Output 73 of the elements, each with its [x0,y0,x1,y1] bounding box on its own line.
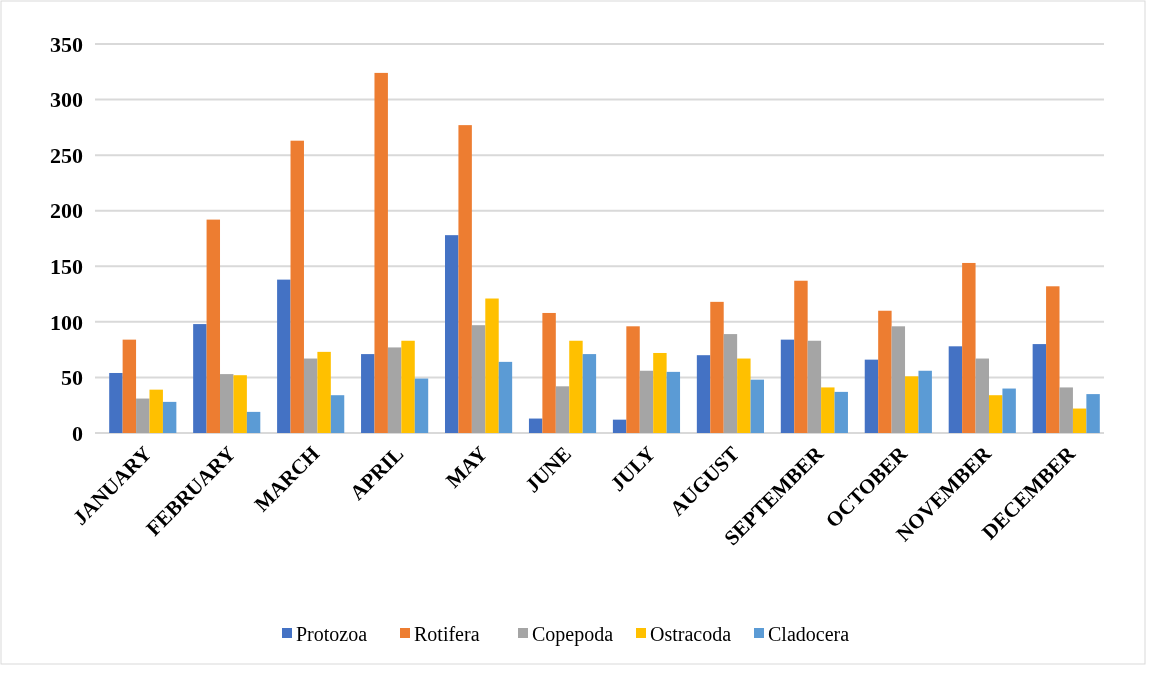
bar [149,389,163,433]
bar [807,340,822,433]
bar [834,391,848,433]
y-tick-label: 250 [50,142,83,168]
bar [555,386,570,433]
bar [1072,408,1087,433]
bar [1002,388,1016,433]
bar [445,235,459,433]
bar [988,395,1003,433]
bar [528,418,543,433]
bar [1032,344,1047,433]
bar [458,125,472,433]
bar [639,370,654,433]
bar [220,374,234,433]
bar [948,346,963,433]
bar [1059,387,1073,433]
bar [653,352,667,433]
y-tick-label: 300 [50,87,83,113]
bar [891,326,906,433]
bar [696,355,711,433]
bar [612,419,627,433]
bar [122,339,137,433]
y-tick-label: 50 [61,365,83,391]
bar [485,298,499,433]
bar [193,324,207,433]
bar [317,351,331,433]
legend-label: Protozoa [296,623,368,645]
bar [498,361,513,433]
bar [626,326,640,433]
legend-label: Copepoda [532,623,614,646]
bar [206,219,221,433]
bar [374,72,388,433]
bar [821,387,835,433]
legend-label: Rotifera [414,623,480,645]
bar [401,340,415,433]
bar [780,339,795,433]
bar [233,375,247,433]
bar [569,340,583,433]
y-tick-label: 0 [72,420,83,446]
bar [750,379,764,433]
bar [136,398,150,433]
bar [330,395,345,433]
bar [414,378,429,433]
bar [710,301,724,433]
bar [582,354,597,433]
legend-label: Cladocera [768,623,850,645]
bar [361,354,375,433]
bar [1046,286,1060,433]
bar [723,334,738,433]
bar [246,411,261,433]
bar [666,371,681,433]
bar [864,359,879,433]
bar [878,310,892,433]
bar [162,401,177,433]
bar [975,358,989,433]
bar [1086,394,1100,433]
bar [794,280,808,433]
bar [918,370,932,433]
y-tick-label: 350 [50,31,83,57]
y-tick-label: 100 [50,309,83,335]
y-tick-label: 150 [50,253,83,279]
bar [303,358,318,433]
legend-label: Ostracoda [650,623,732,645]
bar [109,372,123,433]
bar [387,347,402,433]
bar [471,325,486,433]
y-tick-label: 200 [50,198,83,224]
bar [737,358,751,433]
bar [277,279,291,433]
bar [542,312,556,433]
bar [905,376,919,433]
bar [962,262,976,433]
bar [290,140,304,433]
